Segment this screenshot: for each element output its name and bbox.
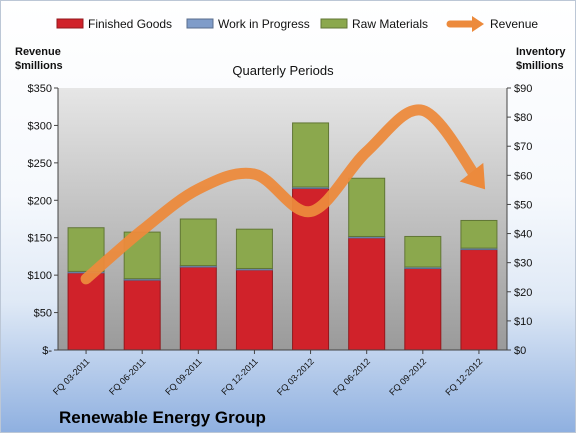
legend-label-finished-goods: Finished Goods [88,17,172,31]
y-tick-label: $- [42,345,52,357]
x-tick-label: FQ 03-2011 [51,356,92,397]
y2-tick-label: $0 [514,345,526,357]
y2-tick-label: $70 [514,141,532,153]
legend: Finished Goods Work in Progress Raw Materi… [57,16,538,32]
chart-title: Quarterly Periods [232,63,334,78]
bar-finished-goods-7 [405,268,441,350]
y2-tick-label: $50 [514,199,532,211]
legend-label-work-in-progress: Work in Progress [218,17,310,31]
bar-finished-goods-1 [68,273,104,350]
y-tick-label: $300 [28,120,52,132]
bar-raw-materials-5 [293,123,329,187]
x-tick-label: FQ 12-2011 [219,356,260,397]
y2-tick-label: $40 [514,229,532,241]
x-tick-label: FQ 09-2012 [387,356,428,397]
y-axis-title: Revenue$millions [15,46,63,72]
x-tick-label: FQ 09-2011 [163,356,204,397]
y-tick-label: $350 [28,83,52,95]
legend-swatch-finished-goods [57,19,83,28]
y2-tick-label: $20 [514,287,532,299]
bar-raw-materials-7 [405,236,441,267]
y-tick-label: $50 [34,308,52,320]
legend-arrow-revenue [472,16,484,32]
bar-raw-materials-3 [180,219,216,266]
y2-tick-label: $10 [514,316,532,328]
legend-label-revenue: Revenue [490,17,538,31]
y2-tick-label: $30 [514,258,532,270]
legend-label-raw-materials: Raw Materials [352,17,428,31]
x-tick-label: FQ 12-2012 [443,356,484,397]
bar-finished-goods-8 [461,250,497,350]
bar-raw-materials-8 [461,220,497,248]
x-tick-label: FQ 03-2012 [275,356,316,397]
y2-tick-label: $80 [514,112,532,124]
legend-swatch-raw-materials [321,19,347,28]
y2-axis-title: Inventory$millions [516,46,566,72]
bar-raw-materials-4 [236,229,272,268]
y2-tick-label: $60 [514,170,532,182]
bar-finished-goods-3 [180,267,216,350]
x-tick-label: FQ 06-2012 [331,356,372,397]
bar-finished-goods-2 [124,280,160,350]
bar-finished-goods-4 [236,270,272,350]
x-tick-label: FQ 06-2011 [107,356,148,397]
bar-raw-materials-6 [349,178,385,236]
y-tick-label: $250 [28,158,52,170]
y-tick-label: $100 [28,270,52,282]
bar-finished-goods-6 [349,238,385,350]
y-tick-label: $150 [28,233,52,245]
y2-tick-label: $90 [514,83,532,95]
legend-swatch-work-in-progress [187,19,213,28]
y-tick-label: $200 [28,195,52,207]
company-name: Renewable Energy Group [59,408,266,427]
